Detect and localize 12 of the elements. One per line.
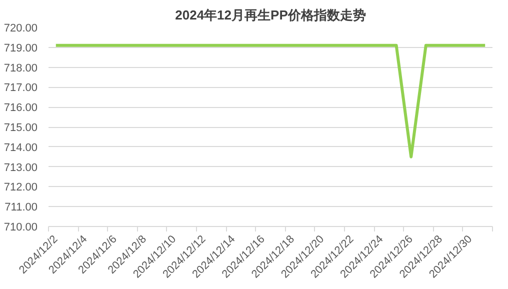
y-tick-label: 710.00 bbox=[4, 222, 38, 234]
y-tick-label: 718.00 bbox=[4, 62, 38, 74]
y-tick-label: 713.00 bbox=[4, 162, 38, 174]
y-tick-label: 711.00 bbox=[4, 202, 38, 214]
chart-title: 2024年12月再生PP价格指数走势 bbox=[175, 8, 366, 22]
y-tick-label: 720.00 bbox=[4, 22, 38, 34]
y-tick-label: 716.00 bbox=[4, 102, 38, 114]
y-tick-label: 715.00 bbox=[4, 122, 38, 134]
y-tick-label: 712.00 bbox=[4, 182, 38, 194]
y-tick-label: 714.00 bbox=[4, 142, 38, 154]
y-tick-label: 719.00 bbox=[4, 42, 38, 54]
y-tick-label: 717.00 bbox=[4, 82, 38, 94]
